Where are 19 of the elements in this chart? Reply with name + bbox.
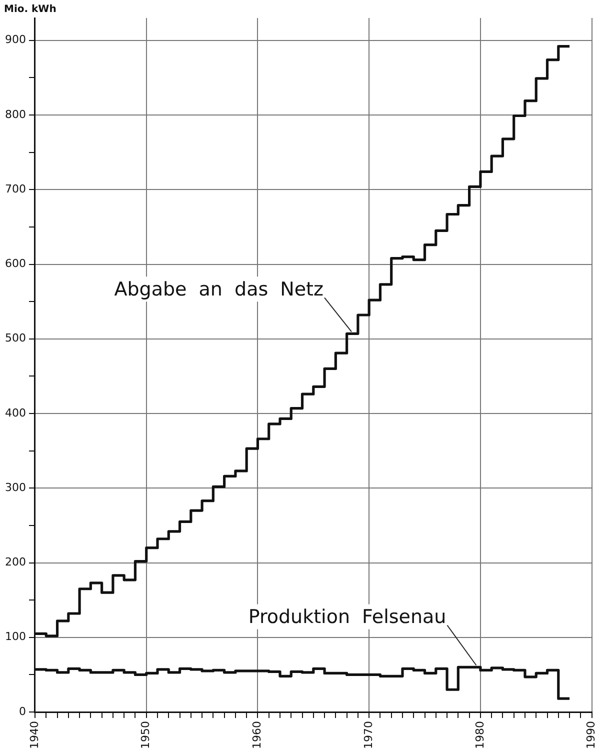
- y-tick-label: 600: [4, 257, 26, 270]
- x-tick-label: 1970: [362, 721, 375, 750]
- y-tick-label: 700: [4, 182, 26, 196]
- y-tick-label: 300: [4, 480, 26, 494]
- x-tick-label: 1960: [250, 721, 264, 750]
- y-tick-label: 0: [18, 704, 26, 718]
- text: Produktion Felsenau: [248, 606, 446, 628]
- x-tick-label: 1940: [28, 721, 41, 750]
- x-tick-label: 1950: [139, 721, 152, 750]
- y-tick-label: 200: [4, 556, 26, 569]
- y-tick-label: 400: [4, 406, 26, 420]
- series-label: Abgabe an das Netz: [114, 278, 324, 301]
- y-tick-label: 900: [4, 33, 26, 46]
- x-tick-label: 1980: [473, 721, 486, 750]
- y-axis-title: Mio. kWh: [4, 4, 56, 15]
- x-tick-label: 1990: [584, 721, 598, 750]
- y-tick-label: 500: [4, 332, 26, 345]
- y-tick-label: 100: [4, 630, 26, 644]
- y-tick-label: 800: [4, 108, 26, 121]
